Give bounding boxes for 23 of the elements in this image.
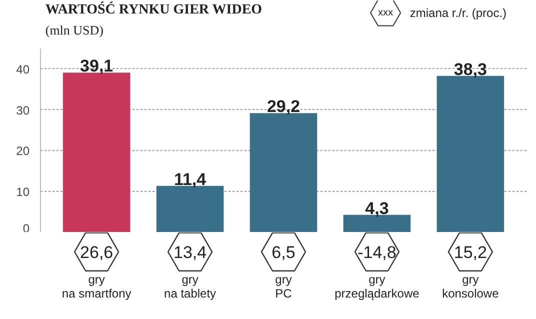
text: 6,5	[272, 242, 296, 262]
data-label: 29,2	[266, 97, 300, 116]
text: 13,4	[173, 242, 207, 262]
text: 15,2	[454, 242, 487, 262]
x-tick-label: gry przeglądarkowe	[334, 272, 420, 301]
y-tick-label: 40	[16, 62, 30, 76]
x-tick-label: gry PC	[275, 272, 292, 301]
chart-subtitle: (mln USD)	[45, 22, 104, 38]
text: 26,6	[80, 242, 114, 262]
data-label: 38,3	[454, 60, 487, 79]
data-label: 39,1	[80, 56, 114, 76]
x-tick-label: gry konsolowe	[442, 272, 500, 301]
text: zmiana r./r. (proc.)	[410, 6, 507, 20]
text: xxx	[378, 7, 394, 18]
text: -14,8	[358, 242, 396, 262]
data-label: 11,4	[174, 170, 207, 189]
data-label: 4,3	[365, 198, 389, 218]
x-tick-label: gry na tablety	[164, 272, 216, 301]
y-tick-label: 30	[16, 103, 30, 118]
y-tick-label: 20	[16, 144, 30, 158]
chart-title: WARTOŚĆ RYNKU GIER WIDEO	[45, 0, 262, 18]
x-tick-label: gry na smartfony	[62, 272, 132, 301]
y-tick-label: 10	[16, 185, 30, 200]
